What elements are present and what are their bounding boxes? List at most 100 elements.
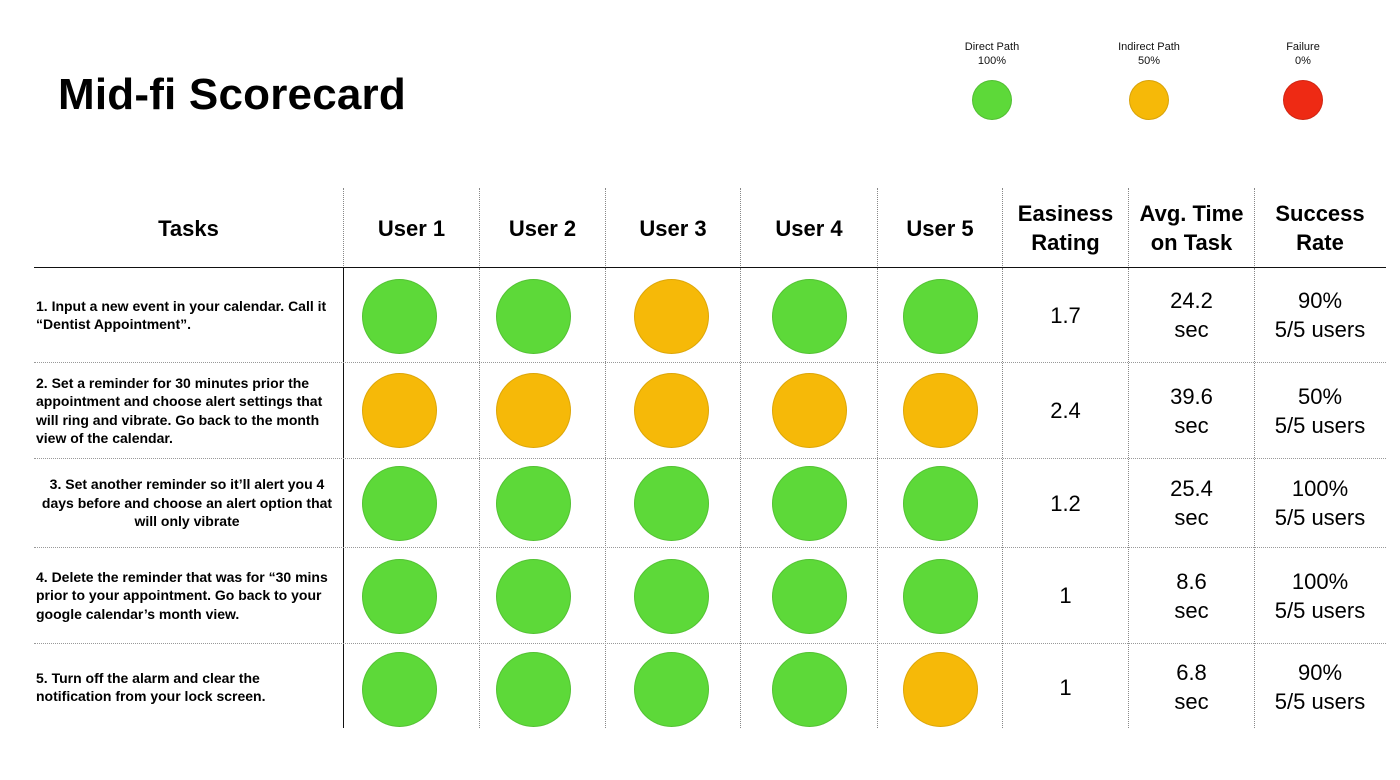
avg-time-cell: 6.8 sec xyxy=(1129,644,1254,730)
time-value: 6.8 xyxy=(1176,660,1207,685)
header-success-rate: Success Rate xyxy=(1255,188,1385,268)
result-direct-circle xyxy=(772,559,847,634)
header-tasks: Tasks xyxy=(158,215,219,241)
header-line: Easiness xyxy=(1017,201,1114,226)
result-direct-circle xyxy=(362,559,437,634)
legend-label: Failure xyxy=(1286,41,1320,53)
legend-direct-path: Direct Path 100% xyxy=(932,40,1052,120)
success-percent: 50% xyxy=(1297,383,1343,409)
success-percent: 90% xyxy=(1297,660,1343,685)
easiness-value: 1.7 xyxy=(1050,302,1081,328)
result-indirect-circle xyxy=(496,373,571,448)
result-indirect-circle xyxy=(362,373,437,448)
time-value: 8.6 xyxy=(1176,568,1207,594)
result-indirect-circle xyxy=(634,279,709,354)
success-rate-cell: 100% 5/5 users xyxy=(1255,459,1385,547)
header-user-3: User 3 xyxy=(639,215,707,241)
header-user-1: User 1 xyxy=(377,215,446,241)
task-description: 1. Input a new event in your calendar. C… xyxy=(36,297,327,333)
success-users: 5/5 users xyxy=(1274,597,1366,623)
time-unit: sec xyxy=(1174,505,1209,530)
column-divider xyxy=(1254,268,1255,728)
legend-percent: 50% xyxy=(1137,55,1161,67)
result-direct-circle xyxy=(772,652,847,727)
result-direct-circle xyxy=(903,559,978,634)
success-users: 5/5 users xyxy=(1274,689,1366,714)
column-divider xyxy=(877,268,878,728)
legend-percent: 0% xyxy=(1295,55,1311,67)
time-unit: sec xyxy=(1174,689,1209,714)
avg-time-cell: 39.6 sec xyxy=(1129,363,1254,458)
result-indirect-circle xyxy=(772,373,847,448)
header-divider xyxy=(479,188,480,266)
time-value: 24.2 xyxy=(1170,288,1213,313)
result-direct-circle xyxy=(496,466,571,541)
time-value: 25.4 xyxy=(1170,476,1213,501)
success-rate-cell: 100% 5/5 users xyxy=(1255,548,1385,643)
success-rate-cell: 90% 5/5 users xyxy=(1255,268,1385,362)
header-avg-time: Avg. Time on Task xyxy=(1129,188,1254,268)
result-direct-circle xyxy=(362,279,437,354)
legend-indirect-path: Indirect Path 50% xyxy=(1089,40,1209,120)
header-line: Success xyxy=(1275,201,1365,226)
row-divider xyxy=(34,458,1386,459)
success-percent: 90% xyxy=(1297,288,1343,313)
column-divider xyxy=(605,268,606,728)
header-line: Rate xyxy=(1296,230,1344,255)
header-divider xyxy=(740,188,741,266)
row-divider xyxy=(34,547,1386,548)
result-direct-circle xyxy=(634,466,709,541)
legend-indirect-dot xyxy=(1129,80,1169,120)
easiness-value: 2.4 xyxy=(1050,398,1081,423)
legend-label: Indirect Path xyxy=(1118,41,1180,53)
header-line: on Task xyxy=(1150,230,1233,255)
result-direct-circle xyxy=(362,652,437,727)
result-indirect-circle xyxy=(634,373,709,448)
header-line: Avg. Time xyxy=(1139,201,1244,226)
header-divider xyxy=(1254,188,1255,266)
column-divider xyxy=(740,268,741,728)
easiness-value: 1 xyxy=(1059,674,1072,700)
easiness-value: 1.2 xyxy=(1050,490,1081,516)
legend-label: Direct Path xyxy=(964,41,1020,53)
legend-failure: Failure 0% xyxy=(1243,40,1363,120)
column-divider xyxy=(479,268,480,728)
avg-time-cell: 25.4 sec xyxy=(1129,459,1254,547)
header-divider xyxy=(877,188,878,266)
task-description: 4. Delete the reminder that was for “30 … xyxy=(36,568,328,622)
row-divider xyxy=(34,643,1386,644)
success-rate-cell: 50% 5/5 users xyxy=(1255,363,1385,458)
success-percent: 100% xyxy=(1291,476,1349,501)
row-divider xyxy=(34,362,1386,363)
task-description: 2. Set a reminder for 30 minutes prior t… xyxy=(36,374,323,447)
time-unit: sec xyxy=(1174,412,1209,438)
header-user-5: User 5 xyxy=(906,215,974,241)
time-unit: sec xyxy=(1174,597,1209,623)
header-divider xyxy=(1128,188,1129,266)
result-direct-circle xyxy=(772,466,847,541)
result-indirect-circle xyxy=(903,373,978,448)
column-divider xyxy=(1002,268,1003,728)
result-direct-circle xyxy=(772,279,847,354)
success-rate-cell: 90% 5/5 users xyxy=(1255,644,1385,730)
result-direct-circle xyxy=(634,652,709,727)
task-description: 3. Set another reminder so it’ll alert y… xyxy=(41,476,333,530)
easiness-value: 1 xyxy=(1059,583,1072,608)
success-users: 5/5 users xyxy=(1274,317,1366,342)
result-direct-circle xyxy=(903,466,978,541)
avg-time-cell: 8.6 sec xyxy=(1129,548,1254,643)
column-divider xyxy=(1128,268,1129,728)
result-direct-circle xyxy=(496,559,571,634)
success-percent: 100% xyxy=(1291,568,1349,594)
result-direct-circle xyxy=(362,466,437,541)
header-divider xyxy=(1002,188,1003,266)
result-direct-circle xyxy=(496,652,571,727)
page-title: Mid-fi Scorecard xyxy=(58,70,406,119)
result-direct-circle xyxy=(634,559,709,634)
header-divider xyxy=(605,188,606,266)
legend-direct-dot xyxy=(972,80,1012,120)
header-user-2: User 2 xyxy=(508,215,577,241)
legend-percent: 100% xyxy=(977,55,1007,67)
header-line: Rating xyxy=(1031,230,1100,255)
